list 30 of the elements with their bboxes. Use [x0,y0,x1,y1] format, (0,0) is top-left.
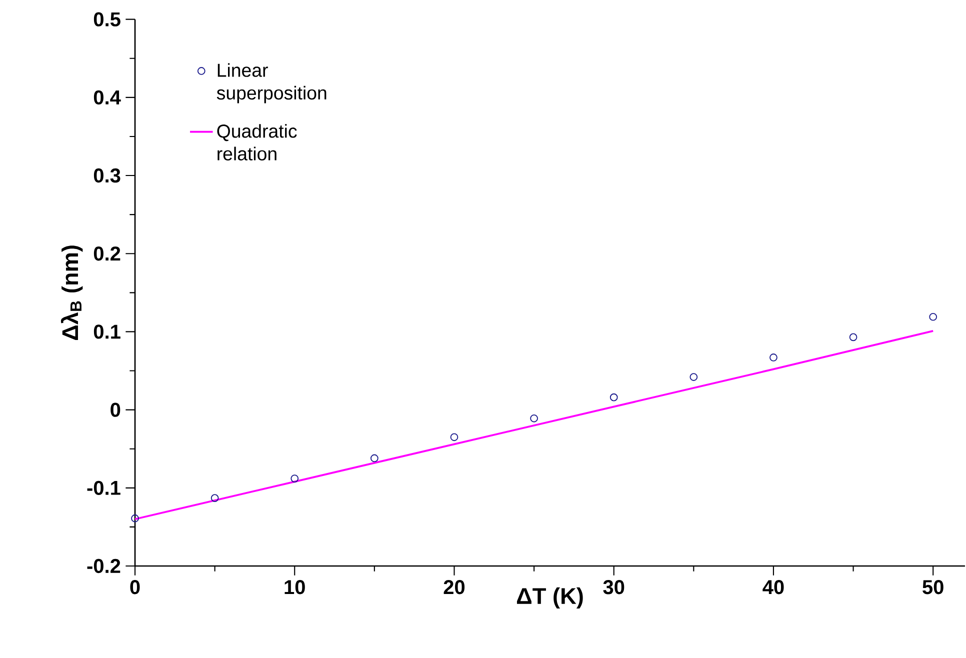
y-tick-label: 0 [110,402,120,417]
point [690,373,698,381]
point [610,393,618,402]
point [210,494,219,502]
y-tick-label: 0.5 [94,12,120,26]
y-axis-title: Δλ$_{B}$ (nm) [60,246,83,340]
y-tick-label: 0.1 [94,324,120,339]
point [290,474,299,482]
point [131,514,139,522]
point [770,354,778,362]
x-tick-label: 10 [284,580,305,594]
legend-label: Quadratic relation [217,124,297,160]
x-tick-label: 30 [603,580,624,594]
x-axis-title: ΔT (K) [516,587,583,609]
y-tick-label: 0.3 [94,168,120,183]
y-tick-label: -0.1 [87,480,120,495]
x-tick-label: 50 [922,580,944,594]
x-tick-label: 0 [130,580,140,594]
legend-label: Linear superposition [216,63,326,104]
point [370,454,378,462]
y-tick-label: 0.4 [94,90,121,105]
y-tick-label: -0.2 [87,558,120,574]
line-series [134,330,934,520]
y-tick-label: 0.2 [94,246,120,261]
point [450,433,458,442]
point [929,312,938,321]
x-tick-label: 20 [444,580,465,594]
point [530,414,538,422]
x-tick-label: 40 [762,580,784,594]
point [849,333,858,342]
